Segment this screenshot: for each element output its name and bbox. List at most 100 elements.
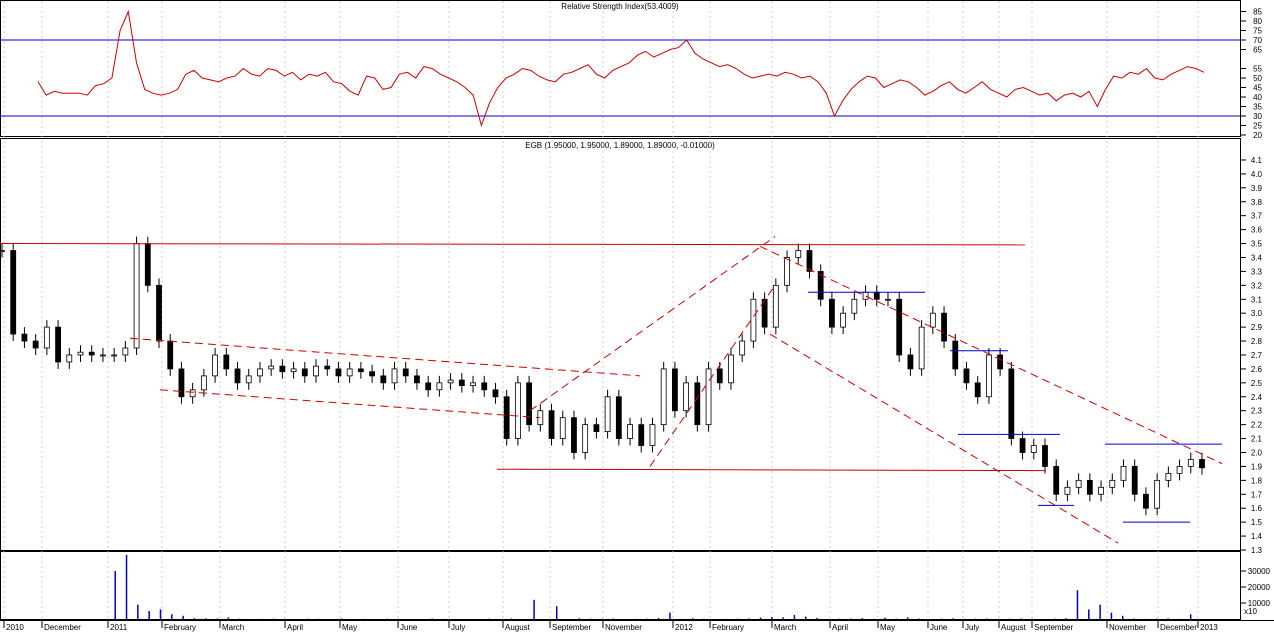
candle-body — [829, 298, 835, 328]
candle-body — [604, 396, 611, 432]
candle-body — [458, 379, 465, 387]
candle-body — [739, 340, 746, 356]
x-tick-label: March — [774, 623, 796, 632]
candle-body — [335, 368, 342, 377]
candle-body — [638, 424, 645, 446]
candle-body — [716, 368, 723, 384]
candle-body — [122, 347, 129, 356]
rsi-y-tick-label: 30 — [1253, 112, 1262, 121]
candle-body — [279, 365, 286, 373]
candle-body — [245, 375, 252, 384]
candle-body — [1030, 445, 1037, 453]
channel-upper-line — [129, 337, 641, 377]
candle-body — [683, 382, 690, 412]
price-panel-frame — [0, 138, 1241, 551]
candle-body — [918, 326, 925, 370]
candle-body — [806, 250, 813, 272]
candle-body — [212, 354, 218, 377]
candle-body — [1064, 486, 1071, 495]
candle-body — [772, 284, 779, 328]
candle-body — [840, 312, 847, 328]
candle-body — [133, 243, 140, 349]
candle-body — [671, 368, 678, 412]
candle-body — [257, 368, 263, 377]
candle-body — [885, 298, 891, 301]
candle-body — [1165, 472, 1172, 481]
x-tick-label: 2010 — [6, 623, 24, 632]
volume-y-tick-label: 10000 — [1248, 599, 1271, 608]
candle-body — [481, 382, 488, 391]
candle-body — [357, 368, 364, 373]
candle-body — [705, 368, 712, 426]
price-y-tick-label: 2.1 — [1251, 435, 1263, 444]
candle-body — [167, 340, 174, 370]
price-y-tick-label: 3.0 — [1251, 309, 1263, 318]
price-y-tick-label: 3.1 — [1251, 295, 1263, 304]
x-tick-label: July — [451, 623, 465, 632]
candle-body — [1199, 459, 1205, 469]
volume-series — [114, 555, 1192, 619]
candle-body — [974, 382, 981, 398]
rsi-y-tick-label: 65 — [1253, 46, 1262, 55]
volume-panel-frame — [0, 551, 1241, 620]
candle-body — [0, 250, 5, 252]
price-y-tick-label: 3.9 — [1251, 184, 1263, 193]
resistance-line — [0, 243, 1026, 246]
candle-body — [234, 368, 241, 384]
candle-body — [986, 354, 992, 398]
candle-body — [907, 354, 914, 370]
x-tick-label: May — [342, 623, 357, 632]
candle-body — [200, 375, 207, 391]
candle-body — [503, 396, 510, 439]
price-title: EGB (1.95000, 1.95000, 1.89000, 1.89000,… — [525, 141, 715, 150]
candle-body — [1187, 459, 1194, 467]
candle-body — [750, 298, 757, 342]
candle-body — [929, 312, 936, 328]
grid — [3, 1, 1199, 620]
candle-body — [223, 354, 230, 370]
candle-body — [851, 298, 858, 314]
candle-body — [391, 368, 398, 384]
price-y-tick-label: 1.7 — [1251, 490, 1263, 499]
axes: 2010 December 2011 February March April May Jun… — [3, 8, 1271, 632]
price-y-tick-label: 2.7 — [1251, 351, 1263, 360]
channel-lower-line — [159, 389, 541, 419]
candle-body — [817, 271, 824, 300]
candle-body — [963, 368, 970, 384]
candle-body — [1019, 438, 1026, 453]
price-y-tick-label: 3.7 — [1251, 212, 1263, 221]
price-y-tick-label: 1.3 — [1251, 546, 1263, 555]
candle-body — [795, 250, 802, 258]
candle-body — [43, 326, 50, 349]
candle-body — [447, 379, 454, 384]
rsi-title: Relative Strength Index(53.4009) — [561, 2, 679, 11]
rsi-y-tick-label: 45 — [1253, 84, 1262, 93]
x-tick-label: November — [1109, 623, 1146, 632]
price-y-tick-label: 2.6 — [1251, 365, 1263, 374]
candle-body — [941, 312, 947, 342]
candle-body — [189, 389, 196, 398]
candle-body — [559, 417, 566, 439]
x-tick-label: February — [164, 623, 196, 632]
candle-body — [694, 382, 701, 426]
price-y-tick-label: 2.4 — [1251, 393, 1263, 402]
price-series — [0, 236, 1223, 544]
candle-body — [593, 424, 600, 432]
rsi-y-tick-label: 40 — [1253, 93, 1262, 102]
candle-body — [1120, 466, 1127, 481]
candle-body — [77, 351, 84, 356]
x-tick-label: August — [505, 623, 531, 632]
candle-body — [952, 340, 959, 370]
x-tick-label: September — [552, 623, 591, 632]
x-tick-label: June — [930, 623, 948, 632]
x-tick-label: 2012 — [675, 623, 693, 632]
candle-body — [997, 354, 1004, 370]
price-y-tick-label: 1.5 — [1251, 518, 1263, 527]
candle-body — [436, 382, 443, 391]
candle-body — [470, 382, 476, 387]
price-y-tick-label: 1.6 — [1251, 504, 1263, 513]
candle-body — [55, 326, 61, 363]
candle-body — [1143, 493, 1149, 509]
candle-body — [1098, 486, 1104, 495]
candle-body — [301, 368, 308, 377]
